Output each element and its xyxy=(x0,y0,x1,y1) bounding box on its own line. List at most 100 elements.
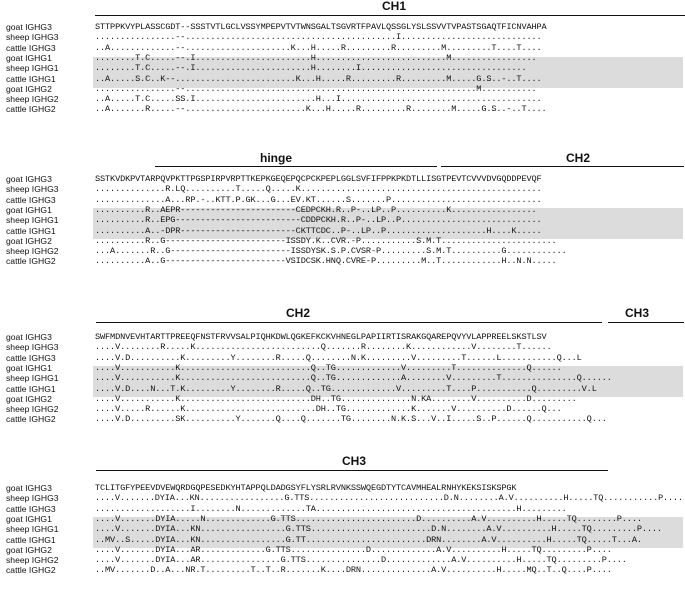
igg1-highlight-band xyxy=(93,56,683,88)
alignment-row: sheep IGHG3 ..............R.LQ..........T… xyxy=(0,184,685,194)
sequence-text: STTPPKVYPLASSCGDT--SSSTVTLGCLVSSYMPEPVTV… xyxy=(95,22,547,32)
species-gene-label: goat IGHG2 xyxy=(6,393,52,404)
species-gene-label: sheep IGHG2 xyxy=(6,555,59,566)
alignment-row: goat IGHG2 ....V...........K.............… xyxy=(0,394,685,404)
alignment-row: goat IGHG1 ....V...........K.............… xyxy=(0,363,685,373)
sequence-text: ..............A...RP.-..KTT.P.GK...G...E… xyxy=(95,194,542,205)
domain-label-ch2: CH2 xyxy=(565,151,591,165)
sequence-text: ..A.......R.....--......................… xyxy=(95,104,547,115)
species-gene-label: goat IGHG1 xyxy=(6,204,52,215)
alignment-row: sheep IGHG1 ....V...........K............… xyxy=(0,373,685,383)
sequence-text: ...A.......R..G------------------------I… xyxy=(95,246,567,257)
sequence-text: ........T.C.....--.I....................… xyxy=(95,63,527,74)
species-gene-label: cattle IGHG3 xyxy=(6,352,56,363)
alignment-row: sheep IGHG3 ................--...........… xyxy=(0,32,685,42)
alignment-block-4: CH3 goat IGHG3 TCLITGFYPEEVDVEWQRDGQPESED… xyxy=(0,451,685,597)
alignment-row: cattle IGHG3 ..A.............--..........… xyxy=(0,43,685,53)
sequence-text: ..........A..G------------------------VS… xyxy=(95,256,557,267)
alignment-row: cattle IGHG3 ...................I........… xyxy=(0,504,685,514)
domain-label-ch3: CH3 xyxy=(341,454,367,468)
sequence-text: ....V.D..........K.........Y........R...… xyxy=(95,352,582,363)
alignment-row: goat IGHG3 SSTKVDKPVTARPQVPKTTPGSPIRPVRPT… xyxy=(0,174,685,184)
alignment-row: sheep IGHG3 ....V........R.....K.........… xyxy=(0,342,685,352)
species-gene-label: sheep IGHG2 xyxy=(6,404,59,415)
sequence-text: ..MV..S.....DYIA...KN.................G.… xyxy=(95,534,642,545)
species-gene-label: cattle IGHG1 xyxy=(6,225,56,236)
species-gene-label: cattle IGHG1 xyxy=(6,534,56,545)
sequence-text: ................--......................… xyxy=(95,83,537,94)
domain-label-hinge: hinge xyxy=(260,151,292,165)
species-gene-label: cattle IGHG3 xyxy=(6,503,56,514)
alignment-row: goat IGHG1 ....V.......DYIA.....N........… xyxy=(0,514,685,524)
domain-label-ch2: CH2 xyxy=(285,306,311,320)
sequence-text: ....V.D.........SK..........Y.......Q...… xyxy=(95,414,607,425)
alignment-row: cattle IGHG1 ..........A..-DPR-----------… xyxy=(0,226,685,236)
alignment-row: goat IGHG1 ..........R..AEPR-------------… xyxy=(0,205,685,215)
alignment-row: goat IGHG3 TCLITGFYPEEVDVEWQRDGQPESEDKYHT… xyxy=(0,483,685,493)
species-gene-label: sheep IGHG3 xyxy=(6,493,59,504)
domain-line-ch1 xyxy=(95,15,685,16)
domain-label-ch3: CH3 xyxy=(624,306,650,320)
sequence-text: ................--......................… xyxy=(95,32,542,43)
alignment-row: cattle IGHG2 ....V.D.........SK..........… xyxy=(0,414,685,424)
alignment-row: sheep IGHG2 ..A.....T.C.....SS.I.........… xyxy=(0,94,685,104)
species-gene-label: cattle IGHG2 xyxy=(6,104,56,115)
sequence-text: ..........A..-DPR-----------------------… xyxy=(95,225,542,236)
sequence-text: SSTKVDKPVTARPQVPKTTPGSPIRPVRPTTKEPKGEQEP… xyxy=(95,174,542,184)
alignment-row: goat IGHG2 ..........R..G----------------… xyxy=(0,236,685,246)
species-gene-label: goat IGHG3 xyxy=(6,332,52,342)
sequence-text: ..A.............--.....................K… xyxy=(95,42,542,53)
sequence-text: ...................I........N...........… xyxy=(95,503,567,514)
igg1-highlight-band xyxy=(93,366,683,397)
species-gene-label: cattle IGHG3 xyxy=(6,194,56,205)
sequence-text: ....V.......DYIA...KN.................G.… xyxy=(95,493,684,504)
sequence-text: ....V...........K.......................… xyxy=(95,373,612,384)
sequence-text: ....V.......DYIA...KN.................G.… xyxy=(95,524,662,535)
species-gene-label: sheep IGHG1 xyxy=(6,524,59,535)
sequence-text: ..A.....S.C..K--........................… xyxy=(95,73,542,84)
alignment-row: sheep IGHG1 ..........R..EPG-------------… xyxy=(0,215,685,225)
igg1-highlight-band xyxy=(93,517,683,548)
species-gene-label: sheep IGHG1 xyxy=(6,63,59,74)
sequence-text: ..........R..EPG------------------------… xyxy=(95,215,542,226)
species-gene-label: goat IGHG3 xyxy=(6,483,52,493)
sequence-text: ....V.......DYIA...AR................G.T… xyxy=(95,555,627,566)
alignment-row: goat IGHG2 ....V.......DYIA...AR.........… xyxy=(0,545,685,555)
species-gene-label: goat IGHG3 xyxy=(6,174,52,184)
species-gene-label: sheep IGHG1 xyxy=(6,373,59,384)
species-gene-label: sheep IGHG1 xyxy=(6,215,59,226)
species-gene-label: sheep IGHG3 xyxy=(6,184,59,195)
alignment-row: cattle IGHG1 ..A.....S.C..K--............… xyxy=(0,74,685,84)
species-gene-label: cattle IGHG2 xyxy=(6,565,56,576)
species-gene-label: goat IGHG1 xyxy=(6,52,52,63)
sequence-text: ....V...........K.......................… xyxy=(95,362,562,373)
alignment-row: goat IGHG3 SWFMDNVEVHTARTTPREEQFNSTFRVVSA… xyxy=(0,332,685,342)
alignment-block-1: CH1 goat IGHG3 STTPPKVYPLASSCGDT--SSSTVTL… xyxy=(0,0,685,145)
sequence-text: ..MV.......D..A...NR.T.........T..T..R..… xyxy=(95,565,612,576)
species-gene-label: goat IGHG3 xyxy=(6,22,52,32)
domain-line-ch3 xyxy=(96,470,608,471)
alignment-row: sheep IGHG2 ....V.......DYIA...AR........… xyxy=(0,555,685,565)
alignment-row: sheep IGHG2 ....V.....R......K...........… xyxy=(0,404,685,414)
species-gene-label: cattle IGHG1 xyxy=(6,383,56,394)
alignment-row: cattle IGHG2 ..MV.......D..A...NR.T......… xyxy=(0,565,685,575)
domain-line-ch2 xyxy=(96,322,602,323)
species-gene-label: sheep IGHG3 xyxy=(6,342,59,353)
sequence-text: ....V.....R......K......................… xyxy=(95,404,562,415)
alignment-row: goat IGHG1 ........T.C.....--.I..........… xyxy=(0,53,685,63)
alignment-row: sheep IGHG2 ...A.......R..G--------------… xyxy=(0,246,685,256)
alignment-row: sheep IGHG3 ....V.......DYIA...KN........… xyxy=(0,493,685,503)
domain-line-ch3 xyxy=(608,322,684,323)
sequence-text: SWFMDNVEVHTARTTPREEQFNSTFRVVSALPIQHKDWLQ… xyxy=(95,332,547,342)
species-gene-label: cattle IGHG3 xyxy=(6,42,56,53)
sequence-text: ....V...........K.......................… xyxy=(95,393,577,404)
igg1-highlight-band xyxy=(93,208,683,239)
sequence-text: ..............R.LQ..........T.....Q.....… xyxy=(95,184,542,195)
species-gene-label: goat IGHG2 xyxy=(6,83,52,94)
sequence-text: ....V........R.....K....................… xyxy=(95,342,552,353)
sequence-text: ..A.....T.C.....SS.I....................… xyxy=(95,94,542,105)
alignment-row: cattle IGHG1 ....V.D....N...T.K.........Y… xyxy=(0,384,685,394)
alignment-row: sheep IGHG1 ........T.C.....--.I.........… xyxy=(0,63,685,73)
species-gene-label: goat IGHG1 xyxy=(6,513,52,524)
sequence-text: ..........R..AEPR-----------------------… xyxy=(95,204,537,215)
